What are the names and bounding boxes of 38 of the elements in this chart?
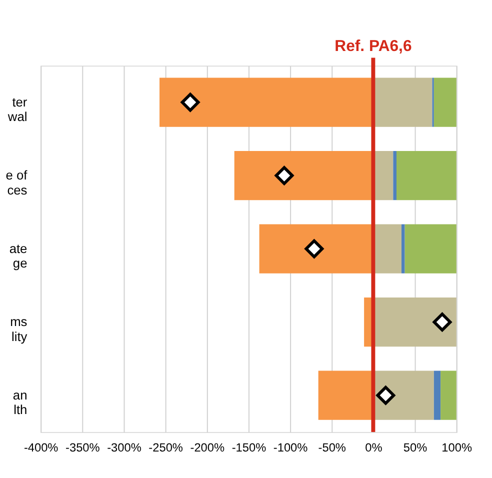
point [274, 166, 294, 186]
x-tick-label: -350% [66, 440, 100, 454]
bar [160, 78, 374, 127]
x-tick-label: -150% [232, 440, 267, 454]
bar [373, 78, 432, 127]
bar [259, 224, 374, 274]
bar [373, 370, 434, 420]
bar [373, 298, 456, 347]
point [180, 92, 200, 112]
bar [396, 151, 456, 200]
y-tick-label: an lth [12, 387, 28, 418]
x-tick-label: -250% [148, 440, 184, 454]
y-tick-label: ter wal [6, 94, 28, 124]
bar [404, 224, 456, 274]
y-tick-label: ms lity [10, 314, 28, 344]
ref-line-label: Ref. PA6,6 [334, 38, 412, 55]
point [304, 239, 324, 258]
bar [401, 224, 405, 274]
bar [234, 151, 374, 200]
x-tick-label: 100% [442, 440, 472, 454]
x-tick-label: 0% [365, 440, 383, 454]
y-tick-label: e of ces [6, 168, 28, 198]
bar [440, 370, 456, 420]
x-tick-label: -100% [273, 440, 308, 454]
bar [393, 151, 396, 200]
x-tick-label: 50% [403, 440, 428, 454]
x-tick-label: -50% [318, 440, 346, 454]
point [376, 386, 396, 405]
bar [434, 78, 456, 127]
bar [373, 151, 394, 200]
x-tick-label: -400% [24, 440, 59, 454]
bar [318, 370, 374, 420]
x-tick-label: -300% [107, 440, 142, 454]
bar [434, 370, 441, 420]
y-tick-label: ate ge [9, 240, 28, 271]
x-tick-label: -200% [190, 440, 225, 454]
bar [373, 224, 402, 274]
point [432, 312, 452, 332]
